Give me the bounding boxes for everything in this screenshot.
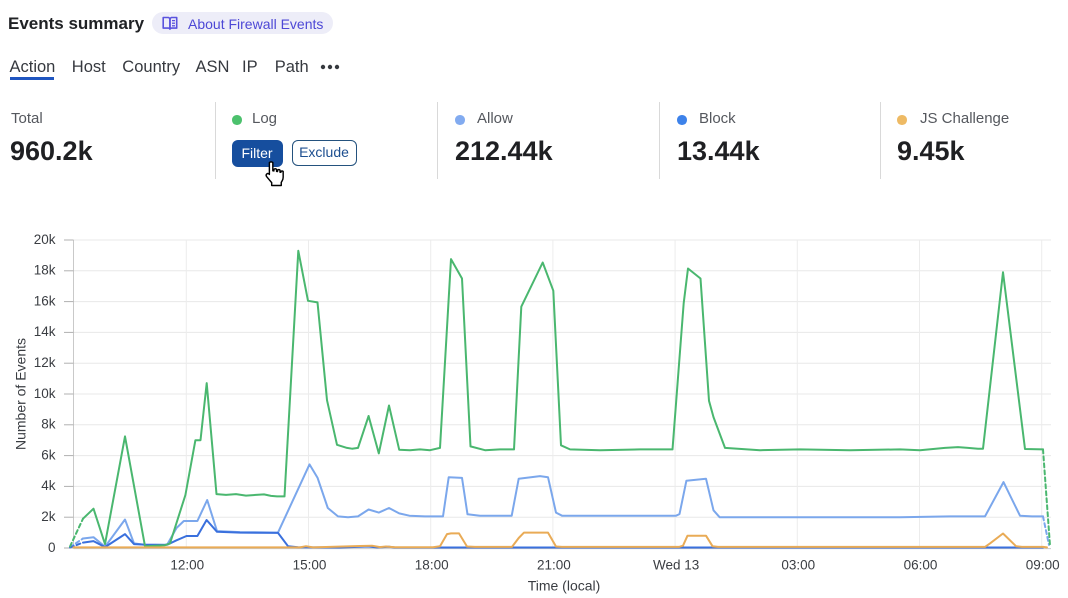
svg-text:18k: 18k — [34, 263, 56, 278]
svg-text:03:00: 03:00 — [781, 558, 815, 573]
svg-text:2k: 2k — [41, 509, 56, 524]
svg-text:20k: 20k — [34, 232, 56, 247]
svg-text:12:00: 12:00 — [170, 558, 204, 573]
svg-text:14k: 14k — [34, 324, 56, 339]
svg-text:15:00: 15:00 — [293, 558, 327, 573]
svg-text:21:00: 21:00 — [537, 558, 571, 573]
svg-text:Time (local): Time (local) — [528, 578, 601, 594]
svg-text:8k: 8k — [41, 417, 56, 432]
svg-text:4k: 4k — [41, 478, 56, 493]
svg-text:0: 0 — [48, 540, 56, 555]
svg-text:Wed 13: Wed 13 — [653, 558, 699, 573]
svg-text:6k: 6k — [41, 447, 56, 462]
svg-text:12k: 12k — [34, 355, 56, 370]
svg-text:16k: 16k — [34, 293, 56, 308]
svg-text:09:00: 09:00 — [1026, 558, 1060, 573]
svg-text:Number of Events: Number of Events — [13, 338, 29, 450]
svg-text:06:00: 06:00 — [904, 558, 938, 573]
svg-text:18:00: 18:00 — [415, 558, 449, 573]
svg-text:10k: 10k — [34, 386, 56, 401]
